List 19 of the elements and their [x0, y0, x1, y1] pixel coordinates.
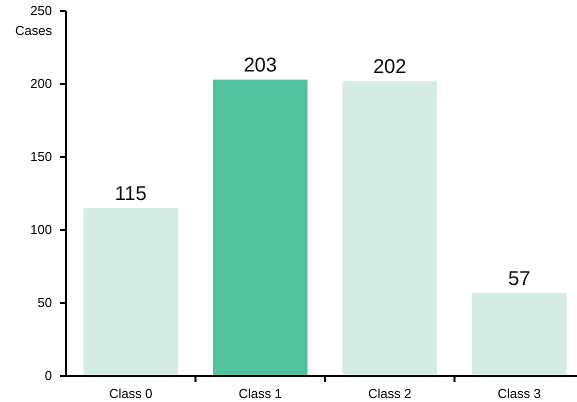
x-tick-label: Class 0 — [109, 386, 152, 401]
data-label: 202 — [373, 56, 406, 78]
data-label: 115 — [114, 183, 147, 206]
bar — [472, 292, 567, 376]
y-tick-label: 50 — [38, 295, 52, 310]
y-tick-label: 0 — [44, 368, 52, 383]
y-tick-label: 200 — [30, 76, 52, 91]
data-label: 57 — [508, 268, 530, 290]
y-axis-title: Cases — [15, 23, 52, 38]
x-tick-label: Class 1 — [238, 386, 282, 401]
bar — [212, 80, 308, 376]
bar — [83, 208, 178, 376]
y-tick-label: 150 — [30, 149, 52, 164]
bar — [342, 81, 438, 376]
x-tick-label: Class 2 — [368, 386, 412, 401]
y-tick-label: 100 — [30, 222, 52, 237]
data-label: 203 — [244, 54, 277, 77]
y-tick-label: 250 — [30, 3, 52, 18]
x-tick-label: Class 3 — [498, 386, 541, 401]
